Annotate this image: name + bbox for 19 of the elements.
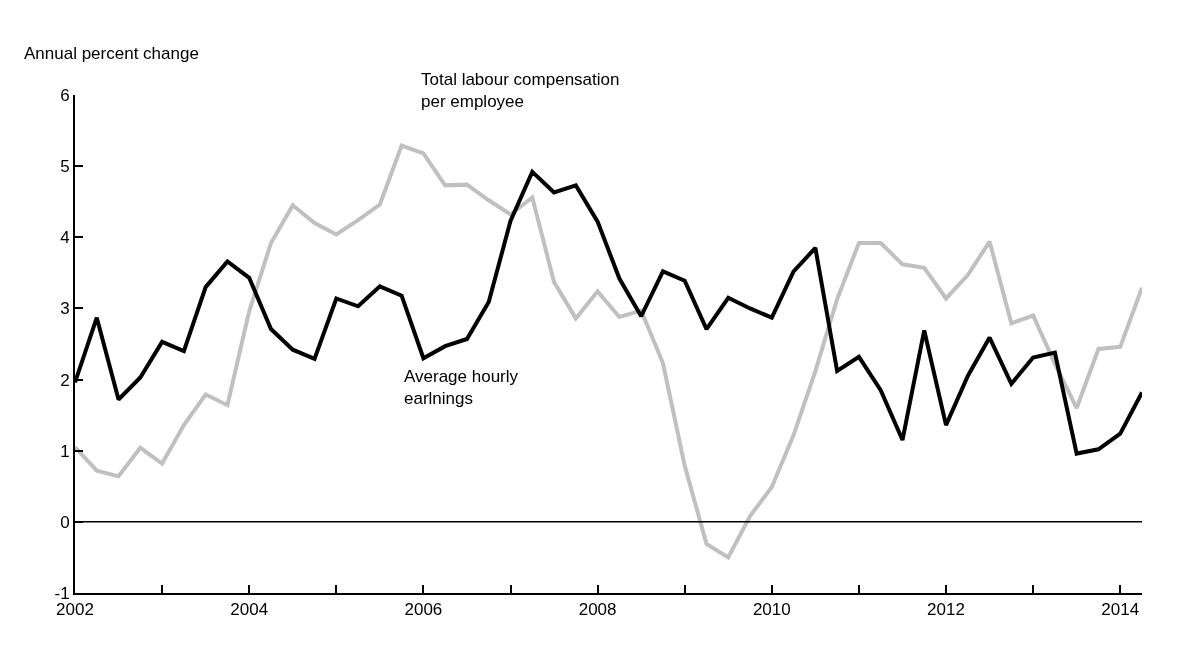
text: Total labour compensation per employee [421,70,620,112]
y-tick-label: -1 [54,583,70,603]
y-tick-label: 5 [60,157,70,177]
y-tick-label: 0 [60,512,70,532]
x-tick-label: 2008 [578,600,617,620]
y-tick-label: 3 [60,299,70,319]
y-tick-label: 6 [60,85,70,105]
x-tick-label: 2012 [927,600,965,620]
y-tick-label: 2 [60,370,70,390]
y-axis-title: Annual percent change [24,44,199,63]
series-label: Average hourly earlnings [404,367,519,409]
x-tick-label: 2002 [56,600,94,620]
x-tick-label: 2006 [404,600,443,620]
x-tick-label: 2014 [1101,600,1140,620]
line-series [75,143,1142,560]
x-tick-label: 2004 [230,600,269,620]
y-tick-label: 1 [60,441,70,461]
y-tick-label: 4 [60,228,70,248]
x-tick-label: 2010 [752,600,791,620]
